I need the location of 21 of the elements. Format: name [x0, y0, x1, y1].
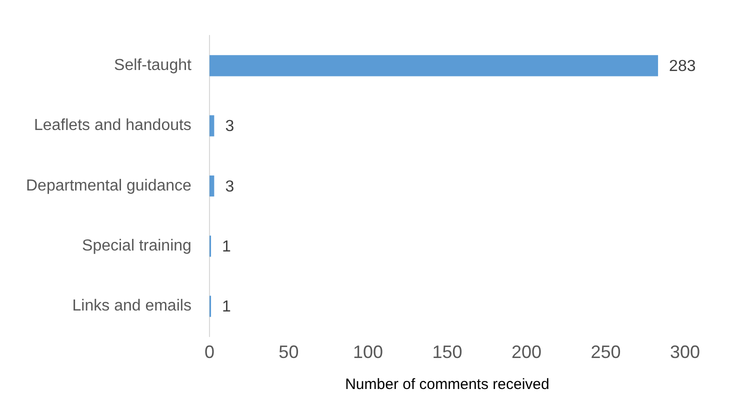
y-tick-label: Departmental guidance: [26, 177, 192, 194]
bar: [209, 115, 214, 136]
data-label: 283: [669, 58, 696, 76]
y-tick-label: Leaflets and handouts: [34, 117, 192, 134]
data-label: 1: [222, 238, 232, 256]
x-tick-label: 0: [204, 342, 214, 362]
x-axis-title: Number of comments received: [345, 376, 550, 394]
x-tick-label: 150: [432, 342, 462, 362]
y-tick-label: Special training: [82, 238, 192, 255]
bar: [209, 175, 214, 197]
y-tick-label: Links and emails: [72, 298, 192, 315]
data-label: 1: [222, 298, 232, 316]
x-tick-label: 300: [670, 342, 700, 362]
data-label: 3: [225, 178, 234, 196]
x-tick-label: 200: [511, 342, 542, 362]
y-tick-label: Self-taught: [114, 57, 192, 74]
x-tick-label: 100: [352, 342, 383, 362]
bar: [209, 55, 658, 76]
x-tick-label: 250: [590, 342, 621, 362]
x-tick-label: 50: [278, 342, 299, 362]
data-label: 3: [225, 118, 234, 136]
